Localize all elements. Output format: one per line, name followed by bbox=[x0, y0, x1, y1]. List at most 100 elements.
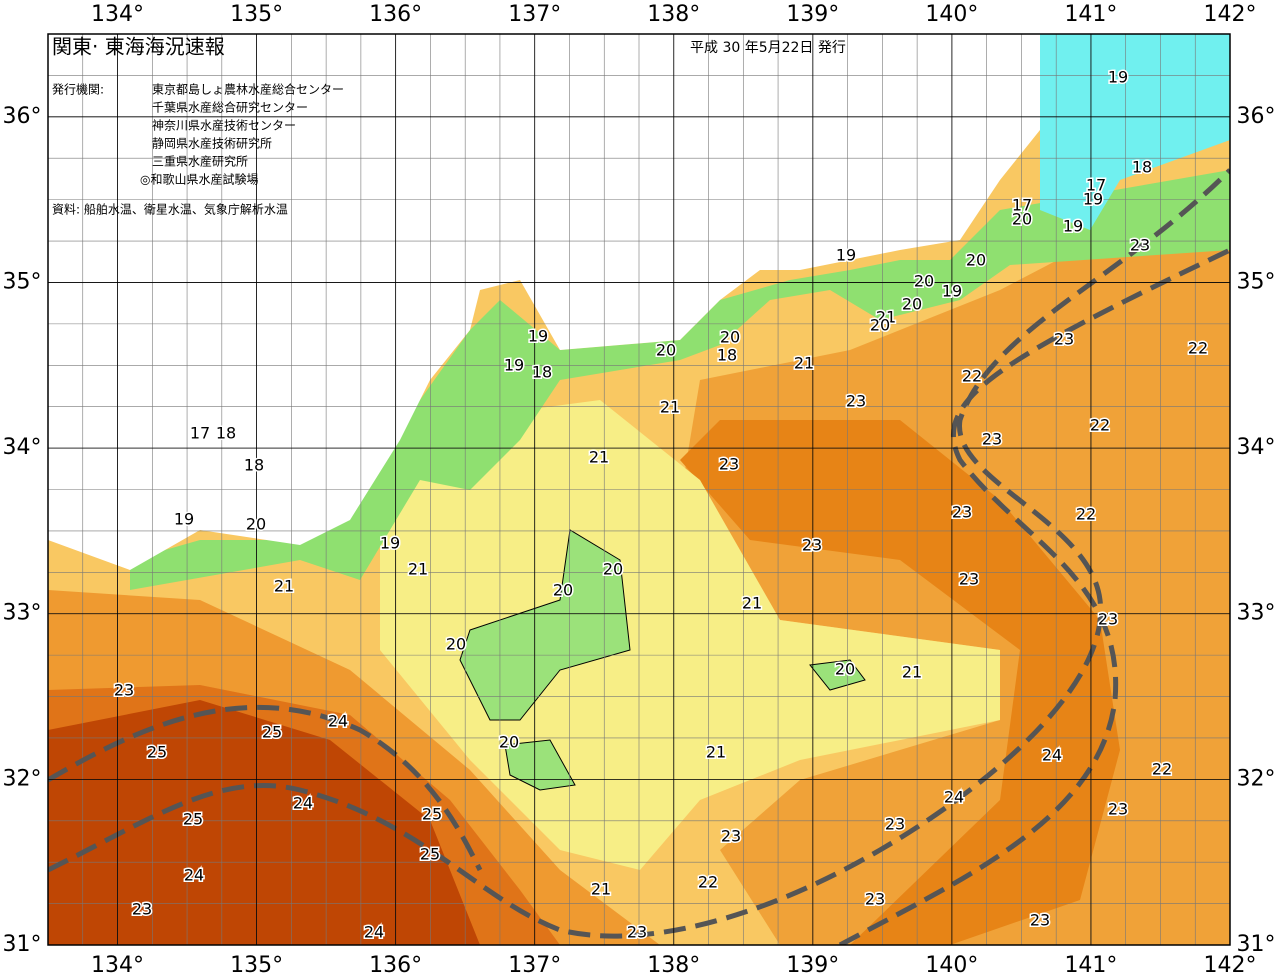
lat-label: 33° bbox=[3, 601, 42, 626]
contour-label: 18 bbox=[1132, 158, 1152, 177]
lon-label: 137° bbox=[508, 2, 561, 27]
contour-label: 20 bbox=[446, 635, 466, 654]
lat-label: 33° bbox=[1237, 601, 1276, 626]
coastal-cold-water bbox=[130, 170, 1230, 590]
contour-label: 21 bbox=[274, 577, 294, 596]
contour-label: 23 bbox=[1030, 911, 1050, 930]
lon-label: 138° bbox=[647, 953, 700, 978]
lon-label: 136° bbox=[369, 2, 422, 27]
contour-label: 19 bbox=[528, 327, 548, 346]
contour-label: 21 bbox=[591, 880, 611, 899]
contour-label: 17 bbox=[190, 424, 210, 443]
lat-label: 32° bbox=[3, 766, 42, 791]
contour-label: 23 bbox=[959, 570, 979, 589]
contour-label: 25 bbox=[420, 845, 440, 864]
issuers: 東京都島しょ農林水産総合センター千葉県水産総合研究センター神奈川県水産技術センタ… bbox=[140, 82, 344, 187]
current-axis bbox=[48, 168, 1230, 939]
lon-label: 139° bbox=[786, 953, 839, 978]
contour-label: 23 bbox=[719, 455, 739, 474]
contour-label: 22 bbox=[1090, 416, 1110, 435]
contour-label: 20 bbox=[246, 515, 266, 534]
current-axis bbox=[48, 704, 483, 872]
contour-label: 20 bbox=[870, 316, 890, 335]
warm-core bbox=[680, 420, 1120, 945]
contour-label: 24 bbox=[944, 788, 964, 807]
contour-label: 20 bbox=[499, 733, 519, 752]
contour-label: 20 bbox=[603, 560, 623, 579]
contour-label: 23 bbox=[802, 536, 822, 555]
lat-label: 34° bbox=[3, 435, 42, 460]
contour-label: 22 bbox=[1076, 505, 1096, 524]
contour-label: 23 bbox=[865, 890, 885, 909]
contour-label: 21 bbox=[589, 448, 609, 467]
contour-label: 22 bbox=[698, 873, 718, 892]
issuers-label: 発行機関: bbox=[52, 82, 104, 97]
contour-label: 24 bbox=[364, 923, 384, 942]
contour-label: 20 bbox=[966, 251, 986, 270]
contour-label: 22 bbox=[962, 367, 982, 386]
contour-label: 23 bbox=[846, 392, 866, 411]
contour-label: 20 bbox=[720, 328, 740, 347]
contour-label: 23 bbox=[627, 923, 647, 942]
contour-label: 23 bbox=[1130, 236, 1150, 255]
lon-label: 136° bbox=[369, 953, 422, 978]
contour-label: 20 bbox=[914, 272, 934, 291]
contour-label: 23 bbox=[952, 503, 972, 522]
contour-label: 21 bbox=[876, 308, 896, 327]
contour-label: 23 bbox=[1054, 330, 1074, 349]
issuer: 東京都島しょ農林水産総合センター bbox=[152, 82, 344, 97]
lon-label: 140° bbox=[925, 953, 978, 978]
cold-patch bbox=[504, 739, 576, 791]
lon-label: 134° bbox=[91, 953, 144, 978]
contour-label: 21 bbox=[742, 594, 762, 613]
contour-label: 24 bbox=[1042, 746, 1062, 765]
lon-label: 142° bbox=[1204, 953, 1257, 978]
contour-label: 18 bbox=[244, 456, 264, 475]
contour-label: 19 bbox=[1108, 68, 1128, 87]
contour-label: 17 bbox=[1012, 196, 1032, 215]
lon-label: 141° bbox=[1064, 2, 1117, 27]
lat-label: 36° bbox=[3, 104, 42, 129]
contour-label: 25 bbox=[422, 805, 442, 824]
land bbox=[48, 34, 1040, 570]
lon-label: 140° bbox=[925, 2, 978, 27]
contour-label: 22 bbox=[1152, 760, 1172, 779]
issuer: 静岡県水産技術研究所 bbox=[152, 136, 272, 151]
cold-patch bbox=[809, 659, 866, 691]
lat-label: 36° bbox=[1237, 104, 1276, 129]
contour-label: 19 bbox=[504, 356, 524, 375]
contour-label: 23 bbox=[885, 815, 905, 834]
contour-label: 19 bbox=[1083, 190, 1103, 209]
contour-label: 21 bbox=[660, 398, 680, 417]
contour-label: 20 bbox=[835, 660, 855, 679]
issuer: ◎和歌山県水産試験場 bbox=[140, 172, 258, 187]
contour-label: 18 bbox=[216, 424, 236, 443]
source: 資料: 船舶水温、衛星水温、気象庁解析水温 bbox=[52, 202, 288, 217]
lon-label: 142° bbox=[1204, 2, 1257, 27]
contour-label: 19 bbox=[942, 282, 962, 301]
contour-label: 23 bbox=[1108, 800, 1128, 819]
lat-label: 31° bbox=[1237, 932, 1276, 957]
contour-label: 21 bbox=[902, 663, 922, 682]
issuer: 神奈川県水産技術センター bbox=[152, 118, 296, 133]
lat-label: 35° bbox=[1237, 269, 1276, 294]
lat-label: 31° bbox=[3, 932, 42, 957]
title: 関東· 東海海況速報 bbox=[52, 35, 225, 59]
contour-label: 21 bbox=[408, 560, 428, 579]
contour-label: 24 bbox=[293, 794, 313, 813]
contour-label: 19 bbox=[174, 510, 194, 529]
current-axis bbox=[838, 247, 1230, 945]
cold-patch bbox=[459, 529, 631, 721]
lon-label: 138° bbox=[647, 2, 700, 27]
contour-label: 25 bbox=[147, 743, 167, 762]
lat-label: 32° bbox=[1237, 766, 1276, 791]
contour-label: 25 bbox=[262, 723, 282, 742]
lon-label: 141° bbox=[1064, 953, 1117, 978]
contour-label: 21 bbox=[706, 743, 726, 762]
contour-label: 25 bbox=[183, 810, 203, 829]
contour-label: 23 bbox=[1098, 610, 1118, 629]
contour-label: 23 bbox=[132, 900, 152, 919]
sea-temperature-field bbox=[48, 34, 1230, 945]
contour-label: 23 bbox=[114, 681, 134, 700]
